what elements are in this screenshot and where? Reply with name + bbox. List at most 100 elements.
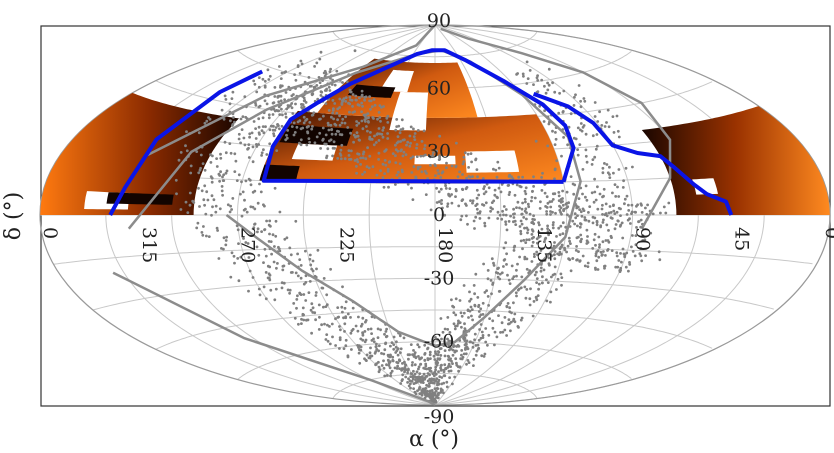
scatter-point	[257, 287, 261, 291]
scatter-point	[376, 327, 380, 331]
scatter-point	[634, 243, 638, 247]
dec-tick-label: -90	[424, 406, 455, 428]
scatter-point	[455, 361, 458, 365]
scatter-point	[475, 349, 479, 353]
scatter-point	[374, 345, 378, 348]
scatter-point	[368, 99, 371, 103]
scatter-point	[581, 125, 585, 129]
scatter-point	[214, 204, 218, 208]
scatter-point	[443, 354, 447, 358]
scatter-point	[423, 343, 427, 347]
scatter-point	[536, 294, 540, 297]
density-region-left-edge	[40, 92, 240, 215]
scatter-point	[474, 353, 478, 357]
scatter-point	[402, 150, 406, 154]
scatter-point	[460, 353, 463, 357]
scatter-point	[377, 111, 381, 114]
scatter-point	[437, 172, 441, 176]
scatter-point	[231, 123, 235, 126]
scatter-point	[530, 199, 533, 203]
scatter-point	[592, 200, 596, 204]
scatter-point	[427, 385, 430, 388]
scatter-point	[361, 104, 364, 108]
scatter-point	[335, 111, 339, 115]
scatter-point	[502, 205, 506, 208]
scatter-point	[392, 343, 396, 346]
scatter-point	[313, 311, 317, 315]
scatter-point	[512, 319, 515, 322]
scatter-point	[454, 164, 458, 168]
scatter-point	[536, 74, 539, 77]
scatter-point	[396, 135, 400, 139]
scatter-point	[356, 329, 360, 333]
scatter-point	[331, 111, 334, 115]
scatter-point	[441, 330, 445, 334]
scatter-point	[546, 230, 550, 233]
scatter-point	[601, 240, 605, 244]
scatter-point	[262, 261, 265, 264]
scatter-point	[596, 185, 599, 189]
scatter-point	[256, 230, 259, 234]
scatter-point	[244, 115, 248, 119]
scatter-point	[545, 206, 549, 209]
scatter-point	[417, 365, 421, 369]
scatter-point	[301, 126, 305, 130]
scatter-point	[412, 369, 415, 373]
scatter-point	[226, 203, 230, 207]
scatter-point	[469, 340, 472, 344]
scatter-point	[298, 72, 302, 75]
scatter-point	[346, 126, 350, 129]
scatter-point	[521, 201, 524, 205]
scatter-point	[304, 249, 307, 253]
scatter-point	[200, 189, 204, 193]
scatter-point	[210, 180, 214, 184]
scatter-point	[322, 305, 325, 309]
scatter-point	[496, 267, 500, 271]
scatter-point	[413, 372, 417, 376]
scatter-point	[537, 282, 541, 286]
scatter-point	[348, 110, 351, 114]
scatter-point	[493, 193, 497, 197]
scatter-point	[218, 207, 222, 211]
scatter-point	[251, 145, 255, 149]
scatter-point	[342, 316, 345, 320]
scatter-point	[344, 96, 348, 99]
scatter-point	[444, 187, 448, 190]
scatter-point	[401, 373, 405, 377]
scatter-point	[361, 173, 364, 176]
scatter-point	[355, 124, 359, 127]
scatter-point	[247, 156, 251, 159]
scatter-point	[432, 354, 436, 358]
scatter-point	[623, 255, 627, 259]
scatter-point	[272, 101, 276, 104]
ra-tick-label: 135	[533, 227, 555, 263]
scatter-point	[381, 135, 385, 139]
scatter-point	[498, 213, 502, 217]
scatter-point	[363, 170, 367, 174]
scatter-point	[462, 155, 466, 159]
scatter-point	[456, 175, 460, 179]
scatter-point	[396, 353, 400, 357]
scatter-point	[559, 206, 563, 210]
scatter-point	[288, 311, 292, 314]
scatter-point	[553, 253, 556, 257]
scatter-point	[450, 164, 454, 168]
scatter-point	[415, 143, 419, 146]
scatter-point	[583, 216, 587, 219]
scatter-point	[594, 243, 597, 247]
scatter-point	[412, 165, 416, 169]
scatter-point	[321, 137, 325, 141]
scatter-point	[574, 137, 578, 141]
scatter-point	[505, 252, 508, 256]
scatter-point	[460, 214, 464, 218]
scatter-point	[468, 309, 472, 313]
scatter-point	[351, 327, 355, 331]
scatter-point	[525, 267, 529, 271]
scatter-point	[424, 387, 428, 390]
scatter-point	[372, 143, 376, 147]
scatter-point	[476, 296, 480, 299]
scatter-point	[458, 299, 462, 302]
scatter-point	[500, 183, 504, 186]
scatter-point	[616, 265, 620, 269]
scatter-point	[610, 236, 613, 240]
